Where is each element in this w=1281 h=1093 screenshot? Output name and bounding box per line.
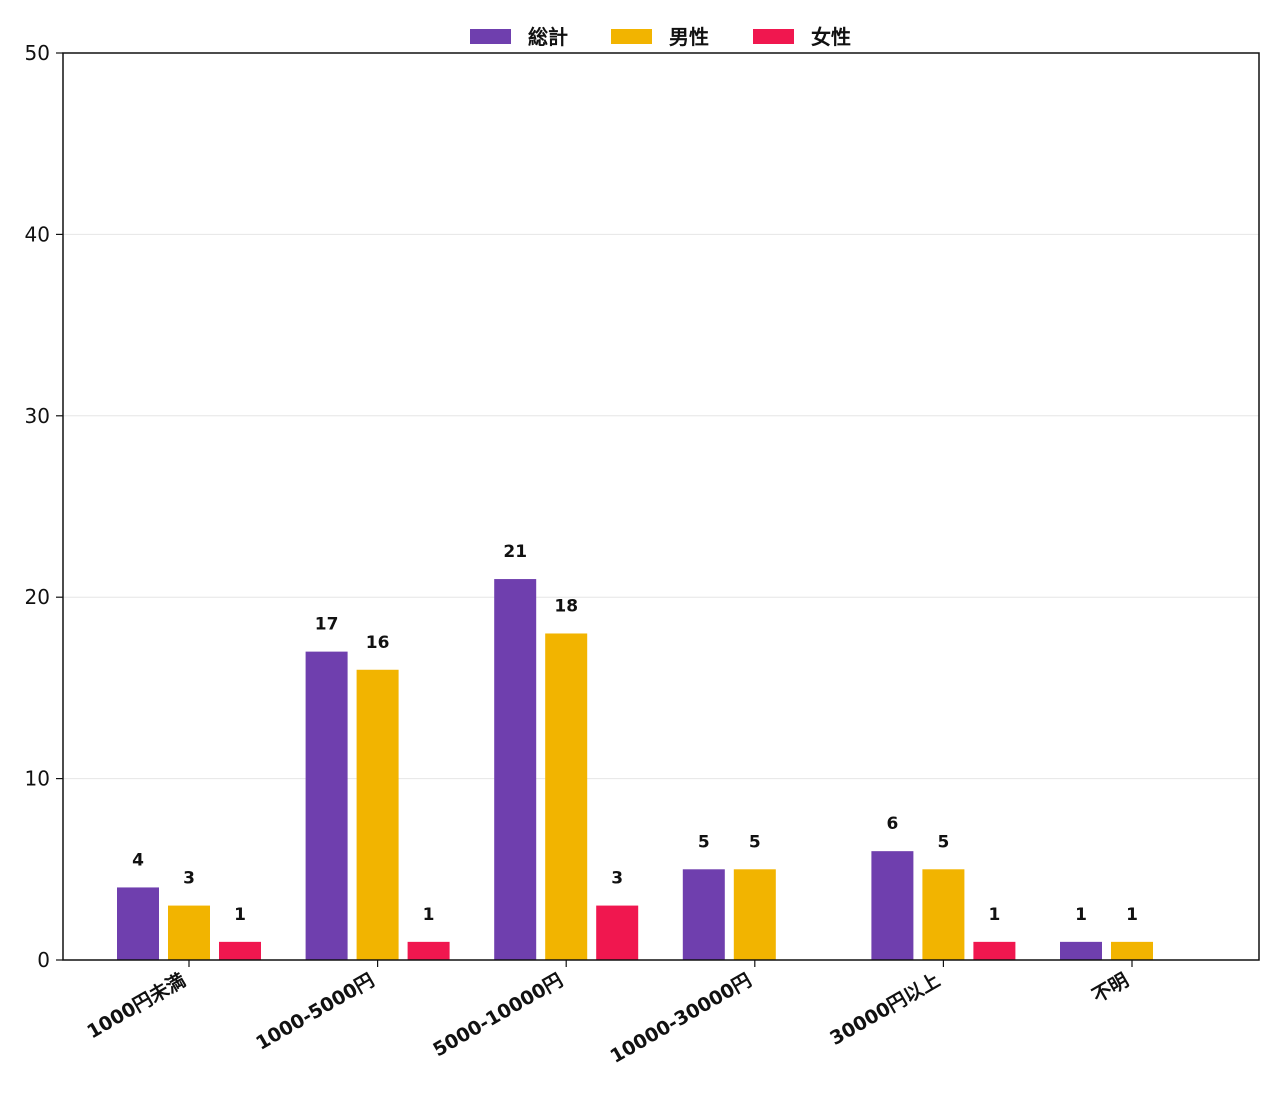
data-label: 5 [749, 832, 761, 852]
bar [356, 669, 399, 960]
data-label: 1 [1126, 905, 1138, 925]
bar [596, 905, 639, 960]
data-label: 17 [315, 615, 339, 635]
bar [545, 633, 588, 960]
y-tick-label: 20 [25, 585, 50, 609]
bar [494, 579, 537, 960]
x-tick-label: 不明 [1089, 969, 1133, 1007]
legend-swatch [470, 29, 511, 44]
bars [117, 579, 1153, 960]
data-label: 1 [423, 905, 435, 925]
y-tick-label: 0 [37, 948, 50, 972]
bar [117, 887, 159, 960]
data-labels: 4 3 1 17 16 1 21 18 3 5 5 6 5 1 1 1 [132, 542, 1138, 925]
legend: 総計 男性 女性 [470, 25, 851, 49]
data-label: 1 [234, 905, 246, 925]
legend-label: 総計 [528, 25, 568, 49]
bar [682, 869, 725, 960]
x-tick-label: 1000-5000円 [252, 969, 378, 1054]
bar [733, 869, 776, 960]
y-tick-label: 10 [25, 767, 50, 791]
legend-swatch [611, 29, 652, 44]
y-tick-label: 40 [25, 222, 50, 246]
legend-label: 男性 [669, 25, 709, 49]
data-label: 6 [886, 814, 898, 834]
data-label: 16 [366, 633, 390, 653]
x-tick-label: 30000円以上 [826, 969, 944, 1050]
data-label: 3 [183, 869, 195, 889]
data-label: 21 [503, 542, 527, 562]
legend-label: 女性 [811, 25, 851, 49]
bar [407, 941, 450, 960]
y-tick-label: 30 [25, 404, 50, 428]
data-label: 18 [554, 596, 578, 616]
bar [871, 851, 914, 960]
data-label: 4 [132, 850, 144, 870]
data-label: 1 [988, 905, 1000, 925]
bar [922, 869, 965, 960]
y-tick-label: 50 [25, 41, 50, 65]
bar [219, 941, 261, 960]
x-tick-label: 5000-10000円 [429, 969, 566, 1061]
bar [973, 941, 1016, 960]
x-tick-label: 1000円未満 [83, 968, 190, 1043]
data-label: 5 [937, 832, 949, 852]
bar [1111, 941, 1153, 960]
y-axis: 0 10 20 30 40 50 [25, 41, 63, 972]
x-tick-label: 10000-30000円 [607, 969, 756, 1068]
data-label: 1 [1075, 905, 1087, 925]
bar [168, 905, 210, 960]
data-label: 5 [698, 832, 710, 852]
legend-swatch [753, 29, 794, 44]
bar [1060, 941, 1102, 960]
x-axis: 1000円未満 1000-5000円 5000-10000円 10000-30000円… [83, 960, 1133, 1068]
bar [305, 651, 348, 960]
gridlines [63, 233, 1259, 780]
plot-frame [62, 52, 1260, 961]
data-label: 3 [611, 869, 623, 889]
